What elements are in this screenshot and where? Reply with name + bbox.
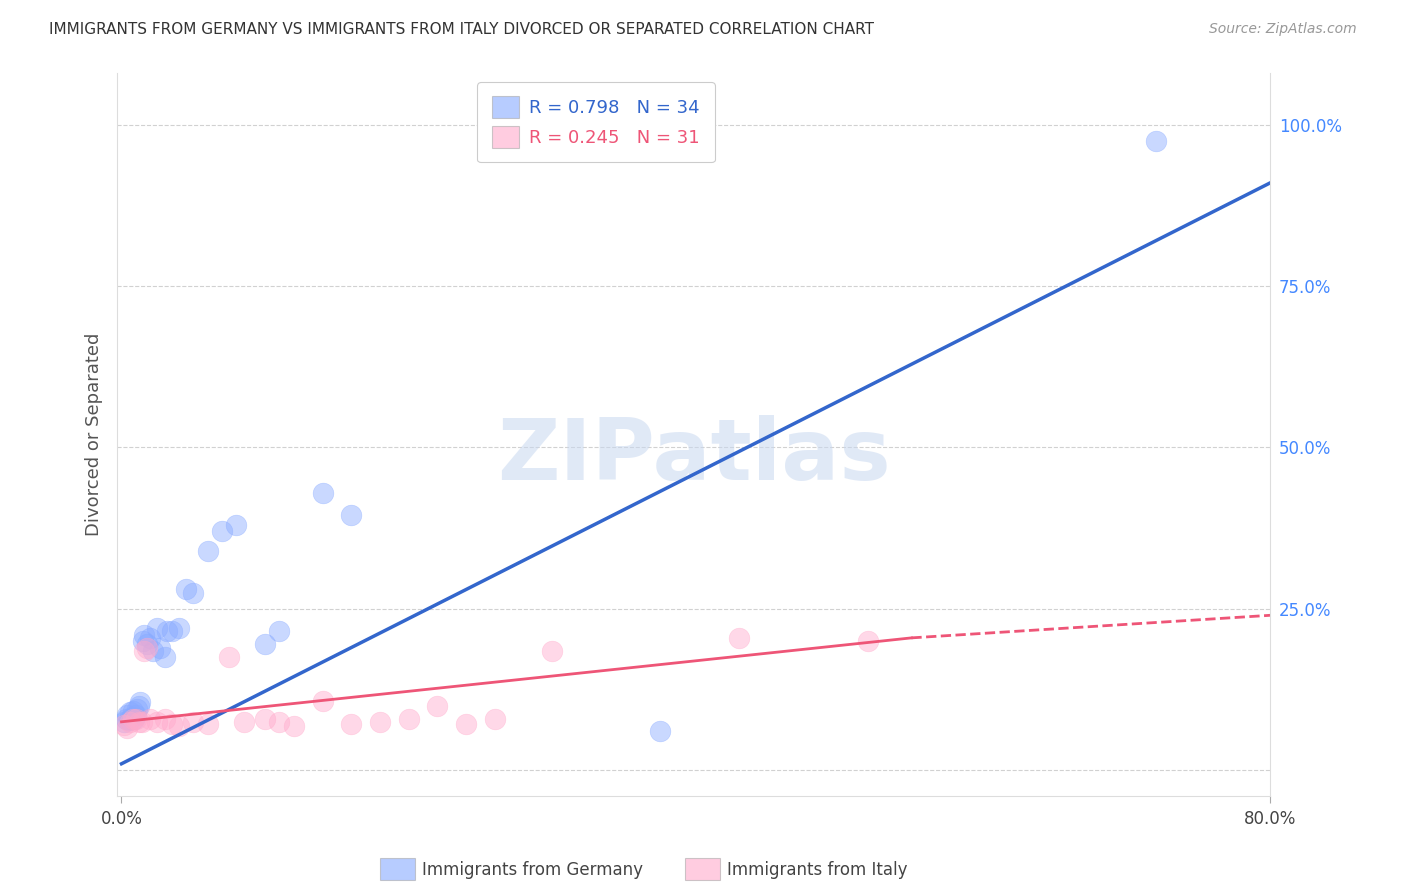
Point (153, 650, 176, 665)
Point (128, 714, 150, 729)
Point (115, 721, 138, 735)
Legend: R = 0.798   N = 34, R = 0.245   N = 31: R = 0.798 N = 34, R = 0.245 N = 31 (477, 82, 714, 162)
Text: IMMIGRANTS FROM GERMANY VS IMMIGRANTS FROM ITALY DIVORCED OR SEPARATED CORRELATI: IMMIGRANTS FROM GERMANY VS IMMIGRANTS FR… (49, 22, 875, 37)
Point (114, 712, 136, 726)
Text: ZIPatlas: ZIPatlas (496, 415, 890, 498)
Point (181, 585, 204, 599)
Point (340, 716, 363, 731)
Point (125, 712, 148, 726)
Point (136, 640, 159, 655)
Point (115, 708, 138, 723)
Point (112, 714, 135, 729)
Point (181, 714, 204, 729)
Point (120, 714, 142, 729)
Point (122, 704, 145, 718)
Point (129, 695, 152, 709)
Point (197, 543, 219, 558)
Point (254, 712, 277, 726)
Text: Immigrants from Italy: Immigrants from Italy (727, 861, 907, 879)
Point (128, 698, 150, 713)
Point (139, 631, 162, 645)
Point (456, 716, 478, 731)
Point (648, 724, 671, 739)
Point (484, 712, 506, 726)
Text: Immigrants from Germany: Immigrants from Germany (422, 861, 643, 879)
Point (1144, 134, 1167, 148)
Point (153, 712, 176, 726)
Point (541, 644, 564, 658)
Point (146, 621, 169, 635)
Point (340, 508, 363, 523)
Point (156, 624, 179, 639)
Point (211, 524, 233, 539)
Point (858, 634, 880, 648)
Point (118, 713, 141, 727)
Point (225, 517, 247, 532)
Point (122, 712, 145, 726)
Point (254, 637, 277, 651)
Point (127, 702, 149, 716)
Point (426, 698, 449, 713)
Point (167, 621, 190, 635)
Point (120, 705, 142, 719)
Point (218, 650, 240, 665)
Text: Source: ZipAtlas.com: Source: ZipAtlas.com (1209, 22, 1357, 37)
Point (142, 644, 165, 658)
Point (136, 637, 159, 651)
Point (134, 644, 156, 658)
Point (167, 719, 190, 733)
Point (269, 714, 291, 729)
Point (160, 716, 183, 731)
Point (131, 714, 153, 729)
Point (112, 718, 135, 732)
Point (398, 712, 420, 726)
Point (269, 624, 291, 639)
Point (125, 708, 148, 723)
Point (124, 712, 146, 726)
Point (728, 631, 751, 645)
Point (197, 716, 219, 731)
Point (368, 714, 391, 729)
Point (311, 693, 333, 707)
Point (134, 627, 156, 641)
Point (311, 485, 333, 500)
Point (283, 719, 305, 733)
Point (232, 714, 254, 729)
Point (121, 710, 143, 724)
Point (174, 582, 197, 597)
Point (146, 714, 169, 729)
Point (149, 640, 172, 655)
Point (139, 712, 162, 726)
Point (132, 634, 155, 648)
Point (160, 624, 183, 639)
Y-axis label: Divorced or Separated: Divorced or Separated (86, 333, 103, 536)
